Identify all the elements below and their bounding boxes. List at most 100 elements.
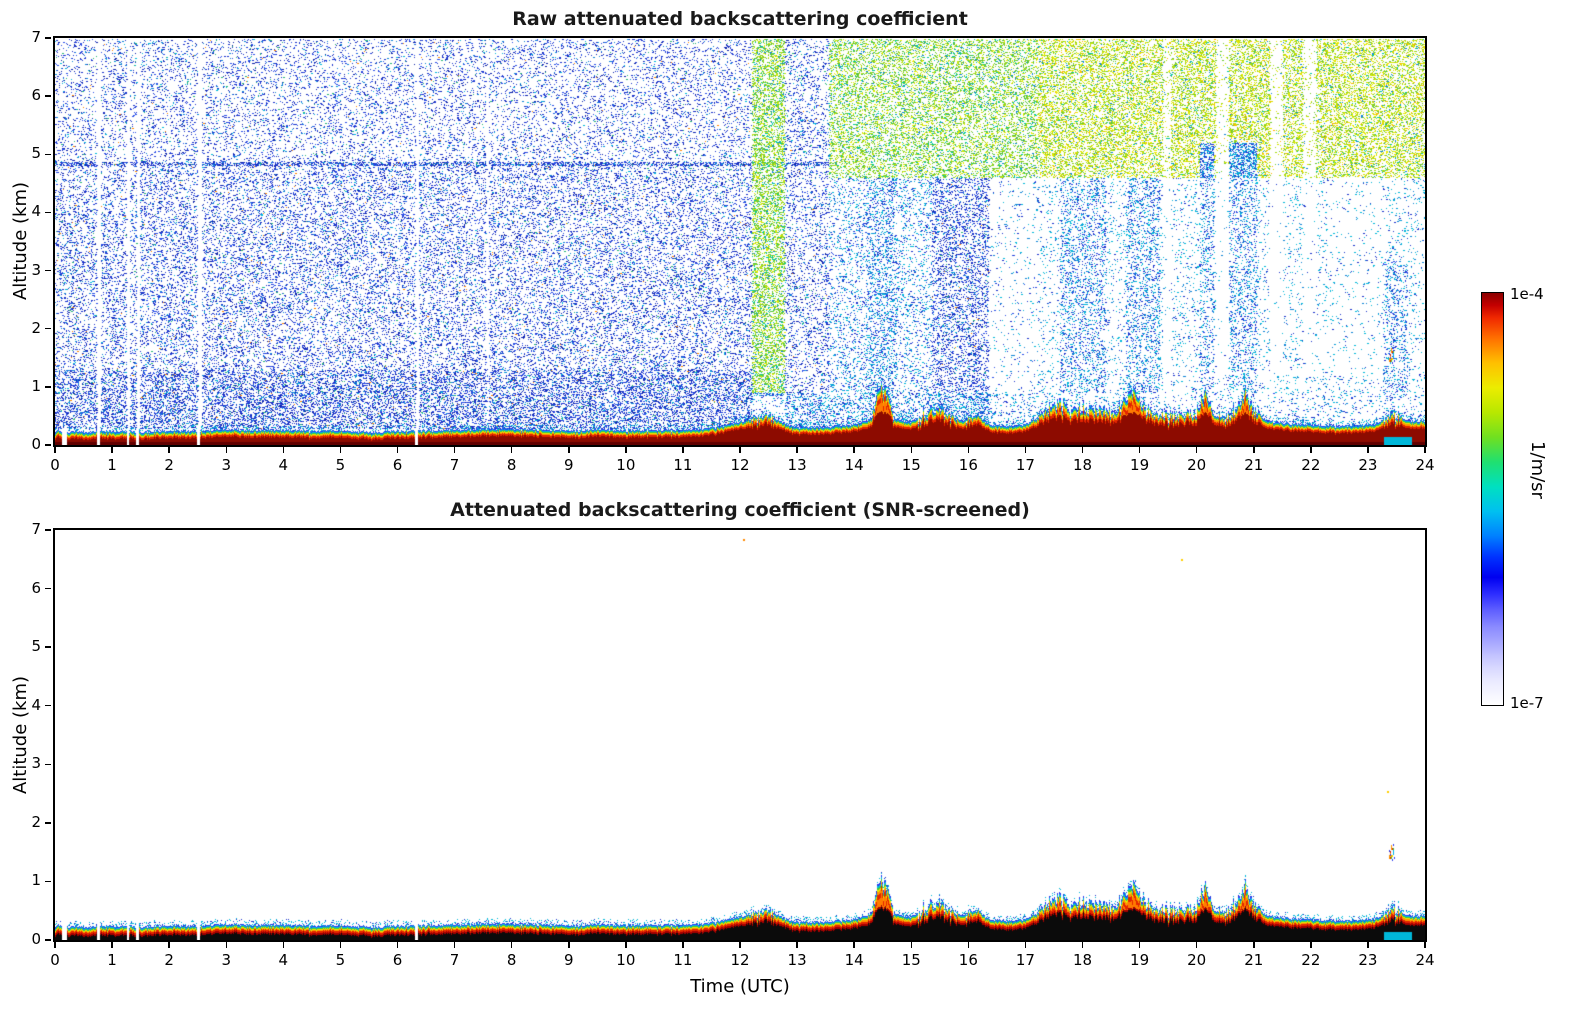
y-tick-label: 5 [31,144,41,163]
x-tick-label: 13 [787,951,807,969]
y-tick-label: 0 [31,435,41,453]
y-tick-mark [45,822,51,824]
x-tick-mark [739,447,741,453]
x-tick-mark [282,447,285,453]
y-tick-mark [45,939,51,941]
x-tick-label: 14 [844,456,864,474]
x-tick-mark [1424,942,1426,948]
y-tick-mark [45,704,51,707]
x-tick-mark [967,942,970,948]
x-tick-label: 14 [844,951,864,969]
x-tick-mark [1195,942,1198,948]
x-tick-mark [910,942,912,948]
colorbar-max-label: 1e-4 [1510,285,1544,303]
x-tick-label: 21 [1244,951,1264,969]
x-tick-label: 3 [221,456,232,474]
y-tick-label: 6 [31,578,41,597]
y-tick-mark [45,646,51,648]
x-tick-mark [682,447,684,453]
x-tick-label: 0 [50,456,60,474]
x-tick-label: 13 [787,456,807,474]
x-tick-mark [910,447,912,453]
x-tick-label: 17 [1015,456,1035,474]
colorbar-units-label: 1/m/sr [1527,441,1548,499]
x-tick-label: 8 [506,951,517,969]
x-tick-mark [453,447,456,453]
y-tick-mark [45,529,51,531]
y-tick-mark [45,327,51,330]
x-tick-mark [453,942,456,948]
x-tick-label: 3 [221,951,232,969]
x-tick-mark [1253,447,1255,453]
y-tick-label: 1 [31,376,41,395]
x-tick-label: 20 [1187,456,1207,474]
x-tick-mark [1138,447,1141,453]
x-tick-label: 11 [673,951,693,969]
x-tick-label: 2 [164,951,174,969]
x-tick-mark [853,942,855,948]
x-tick-mark [339,942,342,948]
x-tick-label: 10 [616,456,636,474]
x-tick-label: 21 [1244,456,1264,474]
x-tick-label: 22 [1301,951,1321,969]
x-tick-label: 23 [1358,951,1378,969]
panel-raw-title: Raw attenuated backscattering coefficien… [512,8,968,30]
x-tick-label: 23 [1358,456,1378,474]
panel-raw-heatmap-canvas [55,38,1425,445]
x-tick-label: 7 [449,456,460,474]
x-tick-label: 15 [901,456,921,474]
y-tick-label: 3 [31,260,41,279]
y-tick-mark [45,444,51,446]
x-tick-label: 2 [164,456,174,474]
x-tick-mark [1081,942,1084,948]
x-tick-label: 4 [278,951,289,969]
x-tick-label: 6 [392,456,403,474]
x-tick-mark [1310,942,1312,948]
x-tick-mark [625,447,627,453]
panel-screened-title: Attenuated backscattering coefficient (S… [450,499,1030,521]
x-tick-mark [568,447,570,453]
x-tick-label: 22 [1301,456,1321,474]
x-tick-mark [339,447,342,453]
x-tick-mark [682,942,684,948]
x-tick-mark [625,942,627,948]
y-tick-label: 4 [31,202,41,221]
x-tick-label: 18 [1072,456,1093,474]
x-tick-label: 19 [1130,951,1150,969]
x-tick-label: 10 [616,951,636,969]
x-tick-label: 1 [107,951,117,969]
x-tick-mark [1081,447,1084,453]
x-tick-label: 6 [392,951,403,969]
x-tick-mark [225,942,227,948]
x-tick-mark [1367,942,1369,948]
x-tick-mark [282,942,285,948]
x-tick-mark [967,447,970,453]
x-tick-label: 16 [958,951,978,969]
y-tick-label: 7 [31,520,41,538]
y-tick-label: 5 [31,637,41,656]
x-tick-label: 17 [1015,951,1035,969]
x-tick-mark [54,942,56,948]
panel-screened-plot-area [53,528,1427,942]
x-tick-mark [1138,942,1141,948]
x-tick-mark [396,447,399,453]
panel-raw-y-axis-label: Altitude (km) [10,181,31,301]
x-tick-mark [1424,447,1426,453]
y-tick-label: 3 [31,754,41,773]
x-tick-mark [111,447,113,453]
x-tick-label: 4 [278,456,289,474]
x-tick-label: 18 [1072,951,1093,969]
y-tick-label: 7 [31,28,41,46]
x-tick-mark [168,942,170,948]
y-tick-mark [45,587,51,590]
x-tick-mark [1024,447,1027,453]
y-tick-label: 2 [31,812,41,831]
x-tick-mark [54,447,56,453]
y-tick-mark [45,95,51,97]
x-tick-mark [111,942,113,948]
x-tick-mark [568,942,570,948]
x-tick-mark [1195,447,1198,453]
y-tick-label: 2 [31,318,41,337]
x-tick-label: 1 [107,456,117,474]
colorbar-min-label: 1e-7 [1510,694,1544,712]
